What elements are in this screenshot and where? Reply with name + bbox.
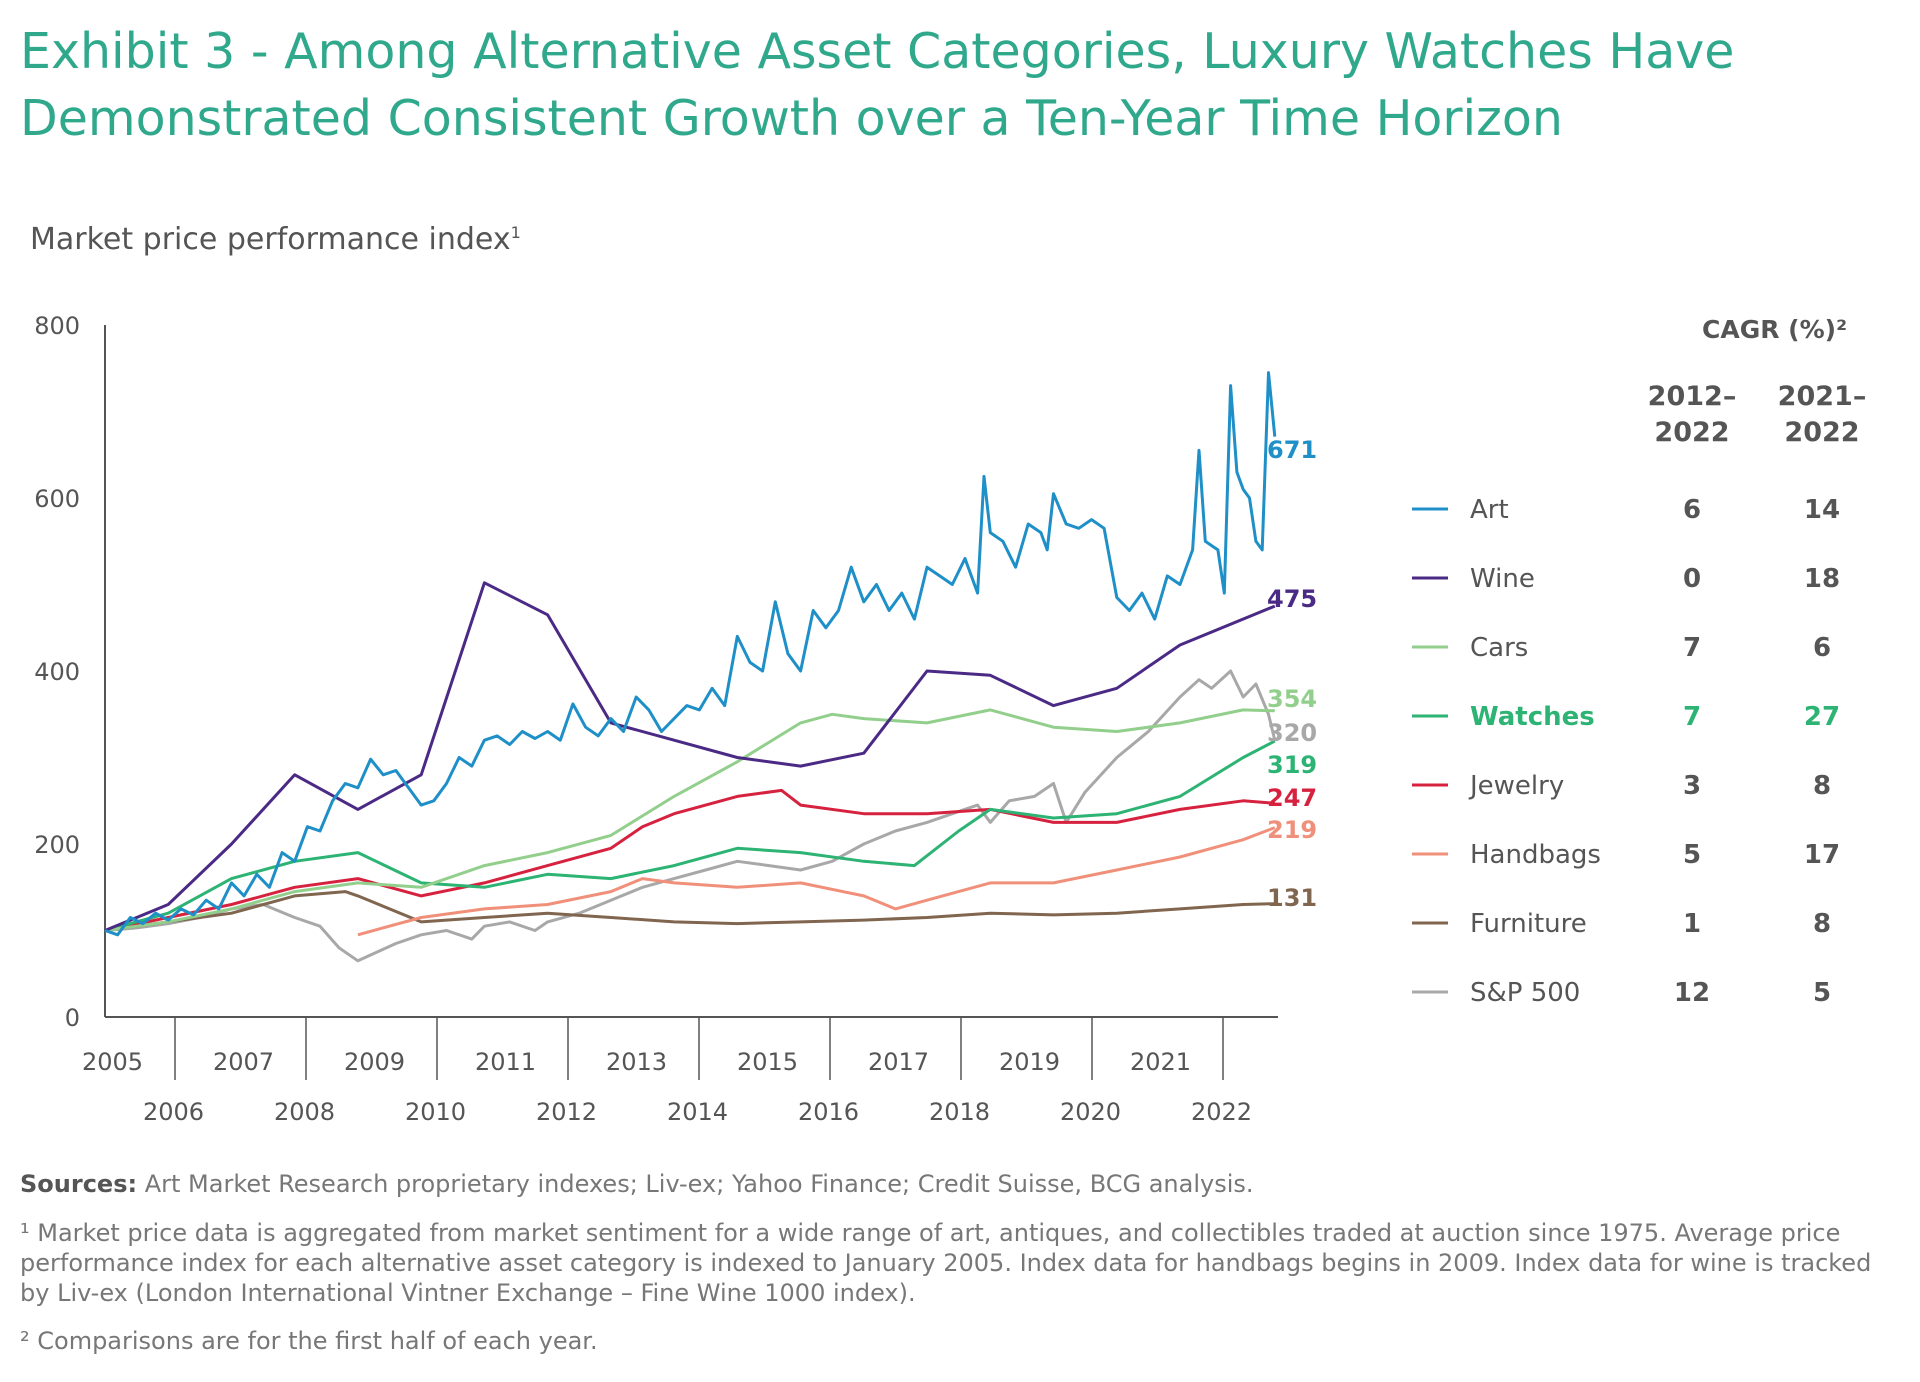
series-line-wine: [104, 581, 1276, 932]
page-title: Exhibit 3 - Among Alternative Asset Cate…: [20, 23, 1735, 147]
end-label-wine: 475: [1267, 585, 1317, 613]
cagr-2021-2022-furniture: 8: [1813, 909, 1831, 939]
end-label-jewelry: 247: [1267, 784, 1317, 812]
x-tick-label-top: 2005: [82, 1048, 143, 1076]
cagr-2012-2022-cars: 7: [1683, 633, 1701, 663]
cagr-2012-2022-handbags: 5: [1683, 840, 1701, 870]
cagr-2012-2022-jewelry: 3: [1683, 771, 1701, 801]
end-labels: 671 475 354 319 247 219 131 320: [1267, 436, 1317, 912]
cagr-2012-2022-art: 6: [1683, 495, 1701, 525]
x-tick-label-top: 2015: [737, 1048, 798, 1076]
legend-label-art: Art: [1470, 495, 1509, 525]
cagr-2021-2022-wine: 18: [1804, 564, 1840, 594]
x-tick-label-top: 2007: [213, 1048, 274, 1076]
series-line-furniture: [104, 890, 1275, 932]
x-tick-label-bottom: 2014: [667, 1098, 728, 1126]
legend-label-s-p-500: S&P 500: [1470, 978, 1580, 1008]
x-tick-label-top: 2019: [999, 1048, 1060, 1076]
series-line-s-p-500: [104, 669, 1277, 963]
legend-label-cars: Cars: [1470, 633, 1528, 663]
cagr-2021-2022-watches: 27: [1804, 702, 1840, 732]
cagr-2012-2022-watches: 7: [1683, 702, 1701, 732]
end-label-cars: 354: [1267, 685, 1317, 713]
x-tick-label-bottom: 2008: [274, 1098, 335, 1126]
x-tick-label-bottom: 2018: [929, 1098, 990, 1126]
x-tick-label-bottom: 2016: [798, 1098, 859, 1126]
end-label-watches: 319: [1267, 751, 1317, 779]
end-label-s-p-500: 320: [1267, 719, 1317, 747]
series-line-cars: [104, 708, 1275, 932]
cagr-2012-2022-wine: 0: [1683, 564, 1701, 594]
footnote-1: ¹ Market price data is aggregated from m…: [20, 1219, 1872, 1307]
chart-subtitle: Market price performance index1: [30, 222, 521, 257]
y-tick-label: 200: [34, 831, 80, 859]
series-line-handbags: [357, 826, 1276, 937]
series-line-jewelry: [104, 788, 1275, 932]
cagr-col2-header: 2022: [1784, 417, 1859, 448]
y-tick-label: 0: [65, 1004, 80, 1032]
sources-label: Sources:: [20, 1170, 138, 1198]
cagr-col2-header: 2021–: [1778, 381, 1867, 412]
cagr-2021-2022-jewelry: 8: [1813, 771, 1831, 801]
cagr-col1-header: 2012–: [1648, 381, 1737, 412]
x-tick-label-top: 2017: [868, 1048, 929, 1076]
legend-label-watches: Watches: [1470, 702, 1595, 732]
chart-series: [104, 371, 1277, 963]
cagr-2021-2022-art: 14: [1804, 495, 1840, 525]
y-tick-label: 800: [34, 312, 80, 340]
legend-label-jewelry: Jewelry: [1468, 771, 1564, 801]
end-label-handbags: 219: [1267, 816, 1317, 844]
cagr-2012-2022-s-p-500: 12: [1674, 978, 1710, 1008]
y-tick-label: 400: [34, 658, 80, 686]
x-tick-label-bottom: 2012: [536, 1098, 597, 1126]
legend-label-furniture: Furniture: [1470, 909, 1587, 939]
sources-text: Art Market Research proprietary indexes;…: [144, 1170, 1254, 1198]
subtitle-footnote-mark: 1: [510, 223, 521, 242]
y-tick-label: 600: [34, 485, 80, 513]
end-label-art: 671: [1267, 436, 1317, 464]
subtitle-text: Market price performance index: [30, 222, 511, 257]
x-tick-label-bottom: 2006: [143, 1098, 204, 1126]
legend-label-wine: Wine: [1470, 564, 1535, 594]
sources-line: Sources: Art Market Research proprietary…: [20, 1170, 1254, 1198]
x-tick-label-bottom: 2010: [405, 1098, 466, 1126]
cagr-header: CAGR (%)²: [1702, 315, 1847, 344]
cagr-2021-2022-s-p-500: 5: [1813, 978, 1831, 1008]
x-tick-label-top: 2009: [344, 1048, 405, 1076]
cagr-2012-2022-furniture: 1: [1683, 909, 1701, 939]
footnote-2: ² Comparisons are for the first half of …: [20, 1327, 598, 1355]
end-label-furniture: 131: [1267, 884, 1317, 912]
cagr-2021-2022-cars: 6: [1813, 633, 1831, 663]
series-line-watches: [104, 739, 1276, 932]
cagr-2021-2022-handbags: 17: [1804, 840, 1840, 870]
x-tick-label-bottom: 2022: [1191, 1098, 1252, 1126]
series-line-art: [104, 371, 1277, 937]
cagr-col1-header: 2022: [1654, 417, 1729, 448]
x-tick-label-top: 2011: [475, 1048, 536, 1076]
x-tick-label-top: 2021: [1130, 1048, 1191, 1076]
x-tick-label-bottom: 2020: [1060, 1098, 1121, 1126]
x-tick-label-top: 2013: [606, 1048, 667, 1076]
legend-label-handbags: Handbags: [1470, 840, 1601, 870]
